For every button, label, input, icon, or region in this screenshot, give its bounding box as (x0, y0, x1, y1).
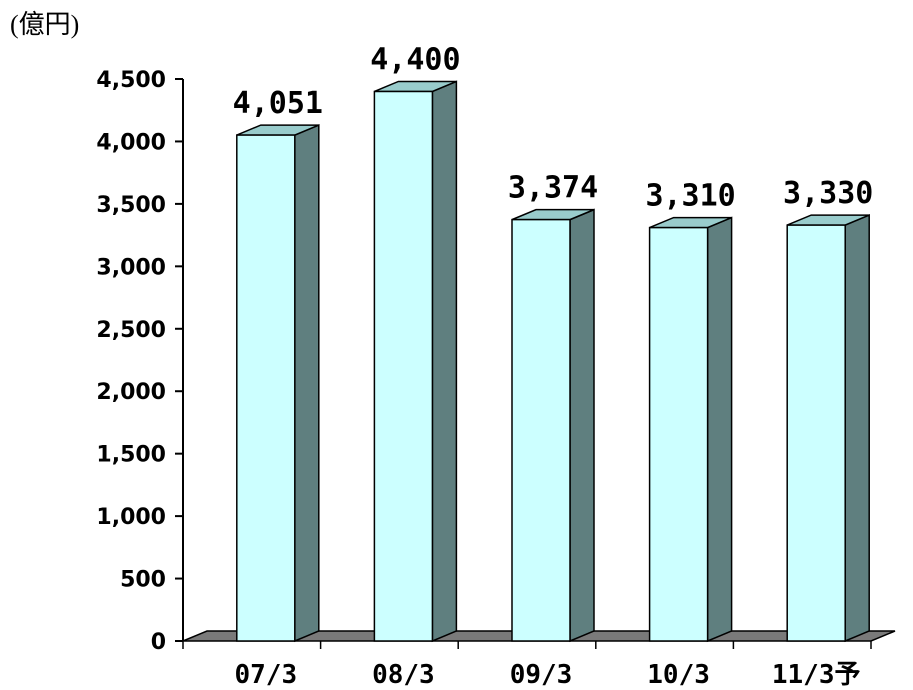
bar-side-face (431, 80, 458, 643)
bar (511, 208, 595, 643)
y-tick-label: 1,000 (96, 505, 166, 530)
x-category-label: 08/3 (372, 660, 435, 690)
y-tick-label: 1,500 (96, 443, 166, 468)
y-tick-label: 3,500 (96, 193, 166, 218)
bar-front-face (373, 90, 434, 642)
y-tick-label: 2,500 (96, 318, 166, 343)
y-tick-label: 2,000 (96, 380, 166, 405)
y-tick-label: 4,000 (96, 130, 166, 155)
data-label: 3,330 (783, 176, 873, 211)
y-tick-label: 500 (120, 568, 166, 593)
bar-front-face (236, 134, 296, 642)
x-category-label: 09/3 (510, 660, 573, 690)
bar-side-face (706, 216, 733, 643)
bar (373, 80, 458, 643)
bar-side-face (294, 123, 320, 643)
y-tick-label: 3,000 (96, 255, 166, 280)
x-category-label: 11/3予 (772, 660, 861, 690)
bar-series (236, 80, 870, 643)
bar-front-face (511, 218, 571, 642)
data-label: 4,051 (233, 86, 323, 121)
bar-front-face (648, 226, 709, 642)
bar-front-face (786, 224, 846, 642)
bar-side-face (844, 213, 870, 643)
y-axis: 0 500 1,000 1,500 2,000 2,500 3,000 3,500 4,000 4… (96, 68, 184, 655)
bar (648, 216, 733, 643)
data-labels: 4,051 4,400 3,374 3,310 3,330 (233, 42, 874, 213)
data-label: 3,310 (645, 179, 735, 214)
data-label: 3,374 (508, 171, 598, 206)
x-category-label: 07/3 (234, 660, 297, 690)
unit-label: (億円) (10, 10, 79, 39)
bar (236, 123, 320, 643)
bar (786, 213, 870, 643)
data-label: 4,400 (370, 42, 460, 77)
y-tick-label: 4,500 (96, 68, 166, 93)
x-category-label: 10/3 (647, 660, 710, 690)
x-axis-labels: 07/3 08/3 09/3 10/3 11/3予 (234, 660, 860, 690)
bar-side-face (569, 208, 595, 643)
y-tick-label: 0 (151, 630, 166, 655)
